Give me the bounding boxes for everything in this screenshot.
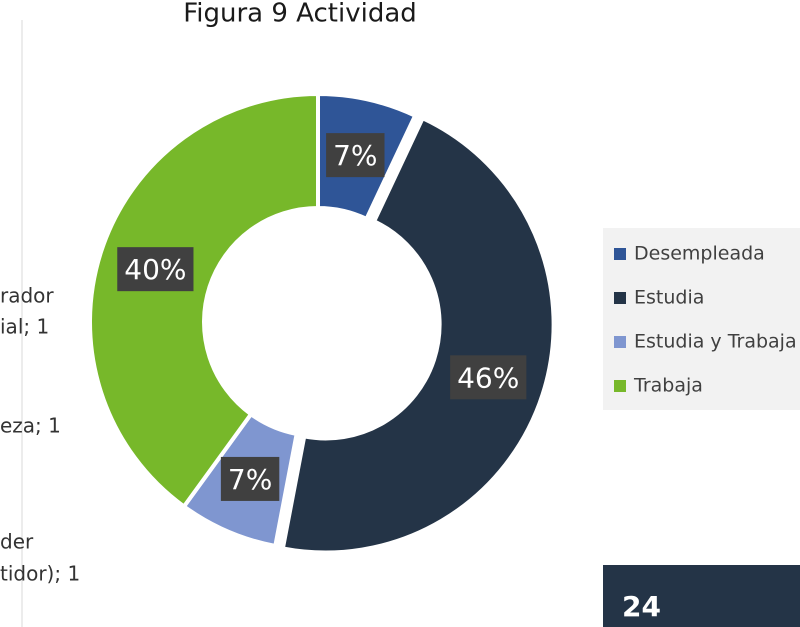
legend-box [603, 228, 800, 410]
donut-slice [280, 115, 556, 555]
data-label: 7% [333, 139, 377, 172]
donut-slice [88, 91, 320, 510]
legend-swatch [614, 248, 626, 260]
chart-title: Figura 9 Actividad [183, 0, 417, 29]
cut-off-text: eza; 1 [0, 414, 61, 438]
data-label-box [220, 456, 280, 501]
legend-label: Trabaja [633, 375, 703, 397]
cut-off-text: ial; 1 [0, 315, 49, 339]
legend-label: Estudia y Trabaja [634, 331, 797, 353]
cut-off-text: der [0, 530, 34, 554]
data-label: 7% [228, 463, 272, 496]
legend-swatch [614, 336, 626, 348]
data-label: 46% [457, 361, 519, 394]
page-number-box [603, 565, 800, 627]
cut-off-text: tidor); 1 [0, 562, 80, 586]
cut-off-text: rador [0, 284, 54, 308]
data-label-box [450, 355, 527, 400]
legend-swatch [614, 292, 626, 304]
legend-label: Desempleada [634, 243, 765, 265]
legend-label: Estudia [634, 287, 704, 309]
data-label-box [117, 247, 194, 292]
data-label-box [326, 133, 385, 178]
legend-swatch [614, 380, 626, 392]
data-label: 40% [124, 253, 186, 286]
page-number: 24 [622, 590, 661, 623]
